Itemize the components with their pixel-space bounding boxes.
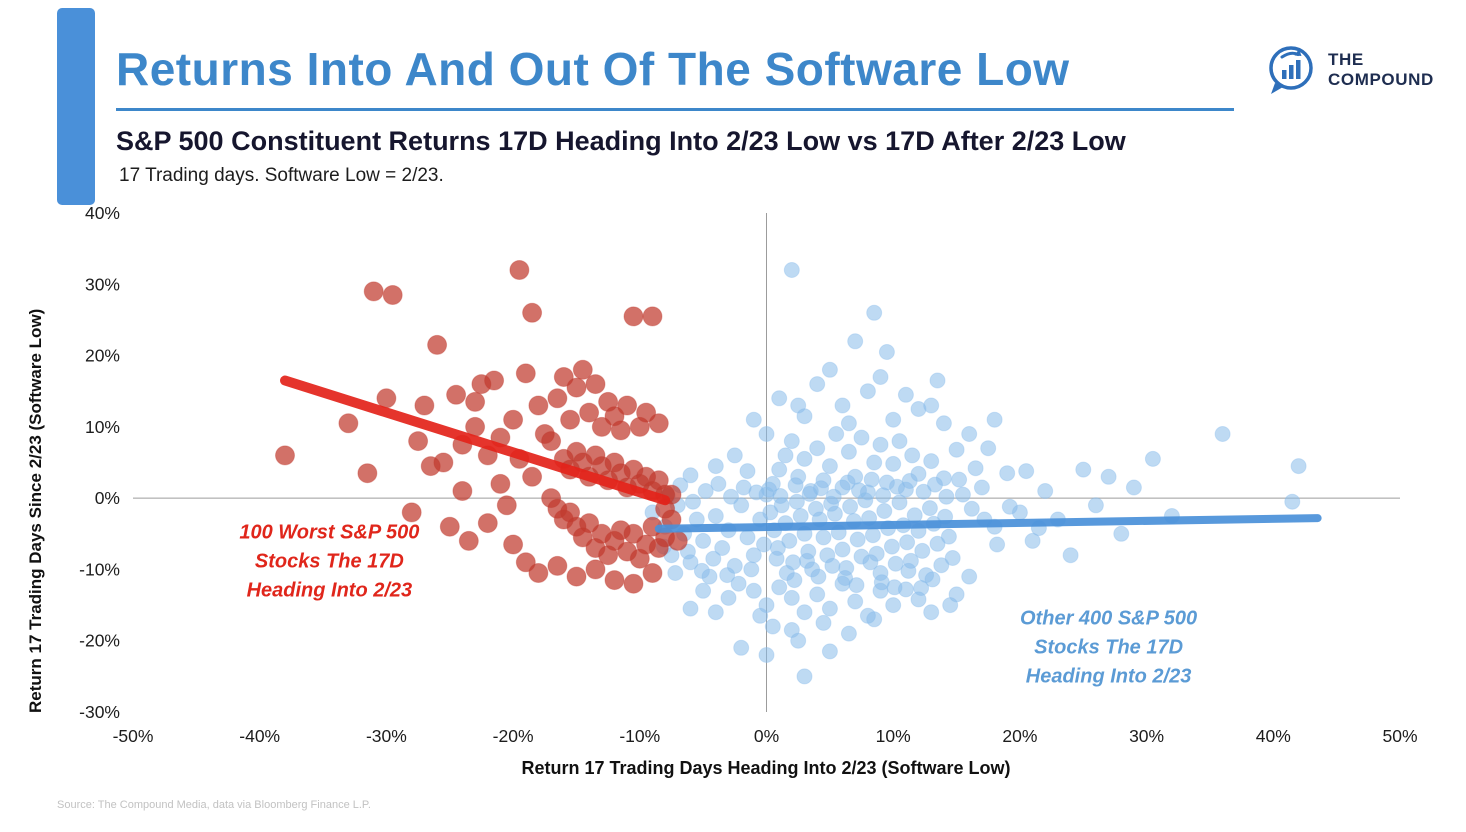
compound-logo-text: THE COMPOUND — [1328, 50, 1434, 91]
svg-text:-10%: -10% — [79, 559, 120, 579]
svg-text:0%: 0% — [754, 726, 779, 746]
svg-text:40%: 40% — [1256, 726, 1291, 746]
svg-text:30%: 30% — [1129, 726, 1164, 746]
annotation-worst-100-stocks: 100 Worst S&P 500 Stocks The 17D Heading… — [239, 521, 420, 602]
svg-text:0%: 0% — [95, 488, 120, 508]
svg-text:-30%: -30% — [366, 726, 407, 746]
svg-text:-10%: -10% — [619, 726, 660, 746]
annotation-other-400-stocks: Other 400 S&P 500 Stocks The 17D Heading… — [1020, 607, 1198, 688]
chart-note: 17 Trading days. Software Low = 2/23. — [119, 165, 444, 186]
logo-line-the: THE — [1328, 49, 1364, 69]
svg-text:50%: 50% — [1382, 726, 1417, 746]
x-tick-labels: -50% -40% -30% -20% -10% 0% 10% 20% 30% 40% 50% — [113, 726, 1418, 746]
svg-text:20%: 20% — [1002, 726, 1037, 746]
x-axis-label: Return 17 Trading Days Heading Into 2/23… — [521, 758, 1011, 778]
chart-subtitle: S&P 500 Constituent Returns 17D Heading … — [116, 126, 1126, 156]
svg-text:20%: 20% — [85, 346, 120, 366]
series-1 — [275, 260, 688, 594]
compound-logo: THE COMPOUND — [1263, 42, 1434, 98]
title-underline — [116, 108, 1234, 111]
series-0 — [644, 262, 1307, 685]
svg-text:-40%: -40% — [239, 726, 280, 746]
page-title: Returns Into And Out Of The Software Low — [116, 43, 1070, 95]
zero-lines — [133, 213, 1400, 712]
svg-text:10%: 10% — [85, 417, 120, 437]
y-axis-label: Return 17 Trading Days Since 2/23 (Softw… — [26, 308, 45, 713]
accent-bar — [57, 8, 95, 205]
y-tick-labels: 40% 30% 20% 10% 0% -10% -20% -30% — [79, 203, 120, 722]
svg-text:-50%: -50% — [113, 726, 154, 746]
logo-line-compound: COMPOUND — [1328, 70, 1434, 89]
svg-text:30%: 30% — [85, 274, 120, 294]
trend-lines — [280, 375, 1322, 533]
svg-text:-20%: -20% — [493, 726, 534, 746]
svg-text:-30%: -30% — [79, 702, 120, 722]
svg-text:-20%: -20% — [79, 631, 120, 651]
svg-text:40%: 40% — [85, 203, 120, 223]
source-note: Source: The Compound Media, data via Blo… — [57, 799, 371, 811]
compound-logo-icon — [1269, 46, 1313, 94]
svg-text:10%: 10% — [876, 726, 911, 746]
